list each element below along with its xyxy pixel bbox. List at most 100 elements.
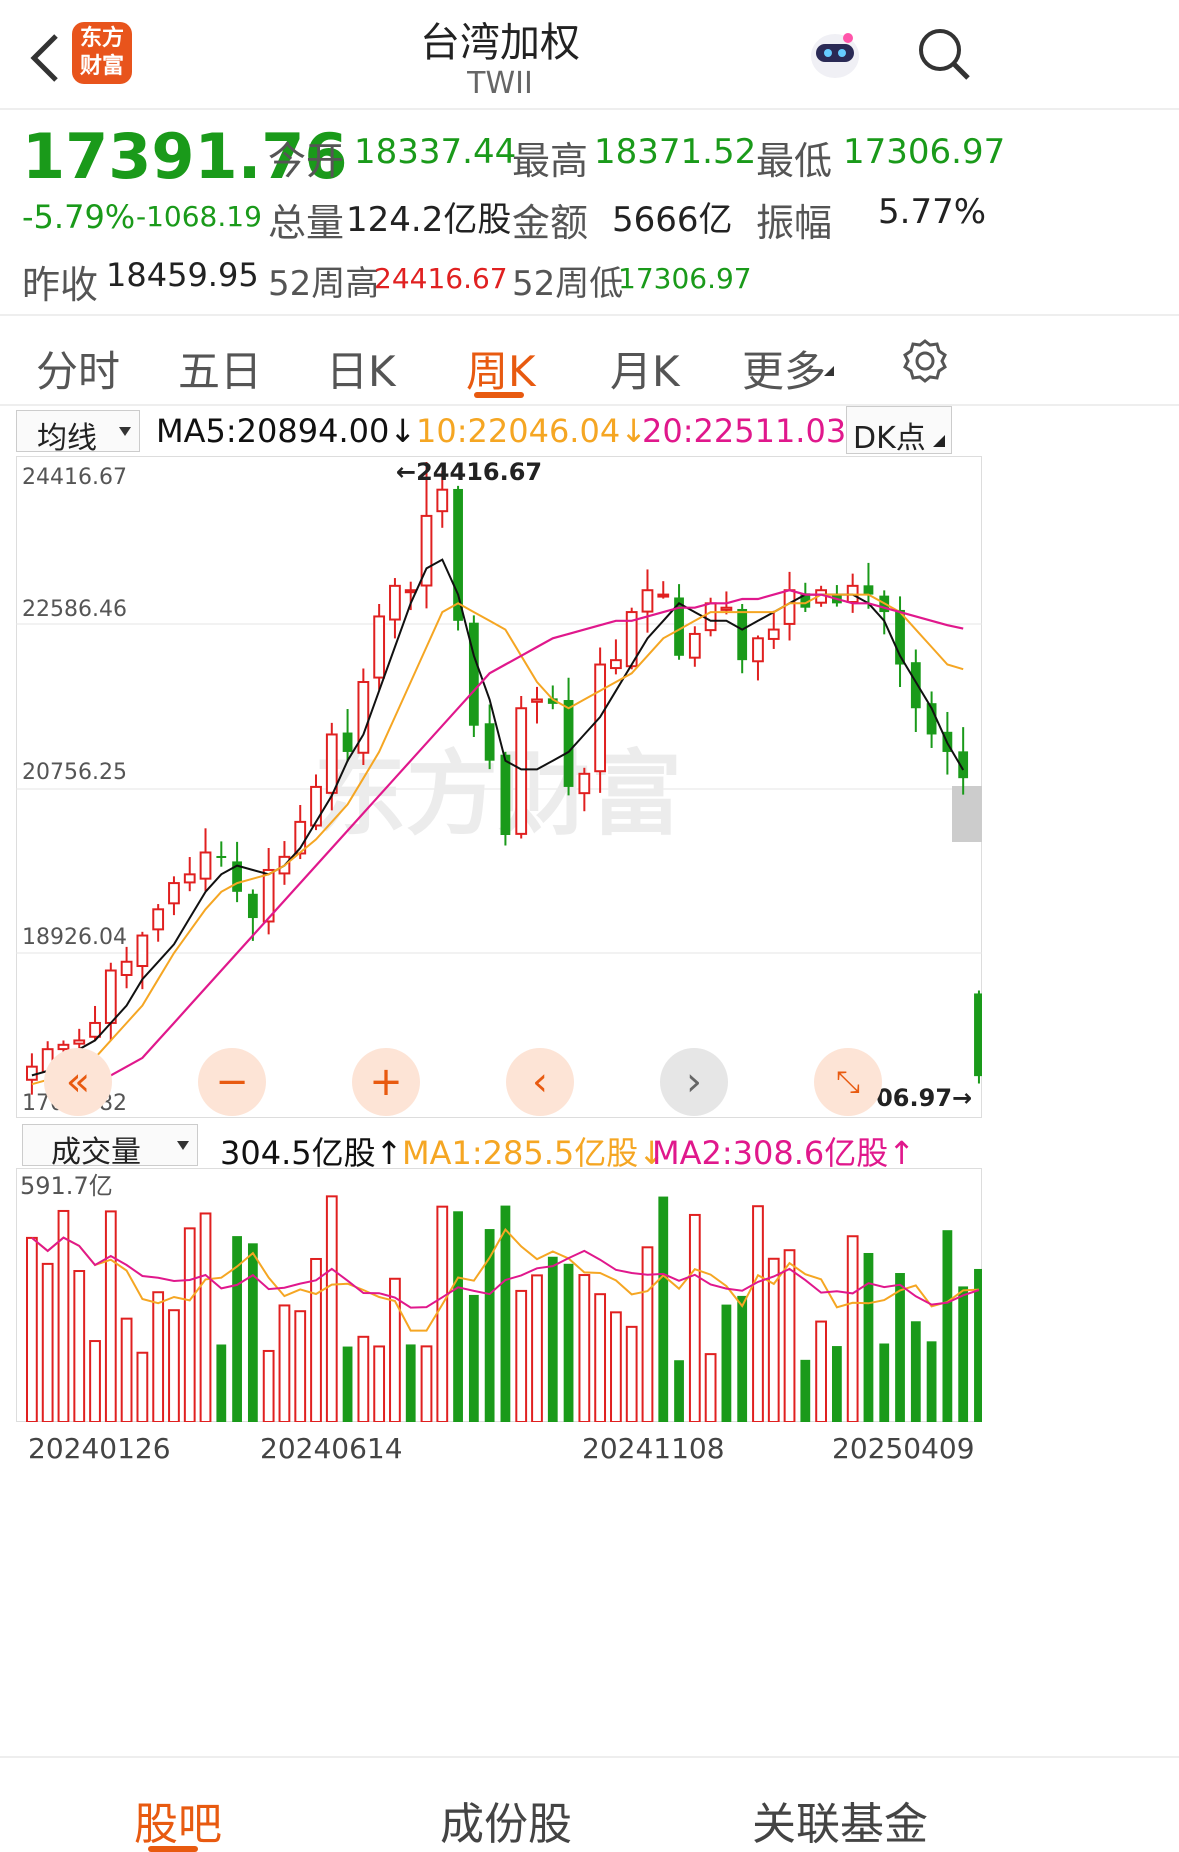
candle-body (25, 1065, 38, 1081)
candle-body (895, 609, 905, 665)
volume-bar (704, 1353, 717, 1422)
volume-bar (879, 1343, 890, 1422)
amount-label: 金额 (512, 201, 589, 245)
volume-current: 304.5亿股↑ (220, 1134, 403, 1172)
robot-assistant-icon[interactable] (806, 26, 864, 82)
bottom-tab-constituents[interactable]: 成份股 (440, 1799, 572, 1850)
tab-intraday[interactable]: 分时 (36, 347, 121, 396)
high-label: 最高 (512, 139, 589, 183)
volume-bar (674, 1360, 684, 1422)
wk52-high-value: 24416.67 (374, 262, 508, 295)
candle-body (183, 873, 196, 884)
candle-body (910, 662, 921, 709)
fullscreen-button[interactable]: ⤡ (814, 1048, 882, 1116)
tab-more[interactable]: 更多 (742, 347, 827, 396)
volume-bar (767, 1257, 780, 1422)
volume-bar (453, 1211, 463, 1422)
volume-bar (974, 1268, 982, 1422)
low-label: 最低 (756, 139, 833, 183)
candle-body (515, 707, 528, 835)
volume-bar (468, 1294, 479, 1422)
volume-bar (357, 1335, 370, 1422)
candle-body (610, 659, 622, 670)
volume-bar (89, 1340, 101, 1422)
volume-bar (405, 1344, 416, 1422)
candle-body (73, 1039, 86, 1045)
zoom-in-button[interactable]: + (352, 1048, 420, 1116)
x-tick-label: 20241108 (582, 1432, 725, 1465)
volume-bar (484, 1229, 495, 1422)
candle-body (926, 703, 937, 735)
volume-chart[interactable]: 591.7亿 (16, 1168, 982, 1422)
dk-button[interactable]: DK点 (846, 406, 952, 456)
bottom-tab-related-funds[interactable]: 关联基金 (752, 1799, 928, 1850)
ma-select[interactable]: 均线 (16, 410, 140, 456)
back-button[interactable] (24, 28, 64, 88)
tab-weekly-k[interactable]: 周K (466, 347, 536, 396)
settings-gear-icon[interactable] (902, 338, 948, 384)
volume-bar (752, 1205, 764, 1422)
candle-body (216, 855, 227, 858)
volume-bar (262, 1349, 275, 1422)
volume-ma2: MA2:308.6亿股↑ (652, 1134, 916, 1172)
logo-text-top: 东方 (79, 26, 124, 51)
logo-text-bottom: 财富 (79, 54, 124, 79)
bottom-tab-forum[interactable]: 股吧 (134, 1799, 222, 1850)
scroll-right-button[interactable]: › (660, 1048, 728, 1116)
candle-body (247, 893, 258, 919)
dropdown-arrow-icon (119, 427, 131, 436)
search-icon[interactable] (914, 24, 974, 84)
ma10-value: 10:22046.04↓ (416, 412, 647, 450)
more-caret-icon (824, 366, 834, 376)
volume-ma1-line (31, 1227, 980, 1332)
candle-body (500, 754, 511, 835)
candle-body (863, 585, 874, 595)
volume-bar (152, 1291, 165, 1422)
scroll-left-button[interactable]: ‹ (506, 1048, 574, 1116)
dropdown-arrow-icon (177, 1141, 189, 1150)
volume-bar (500, 1205, 511, 1422)
volume-bar (232, 1236, 242, 1422)
watermark: 东方财富 (314, 744, 682, 846)
candle-body (152, 908, 165, 931)
low-value: 17306.97 (843, 132, 1006, 172)
tab-five-day[interactable]: 五日 (178, 347, 263, 396)
kline-chart[interactable]: 东方财富 24416.67 22586.46 20756.25 18926.04… (16, 456, 982, 1118)
volume-bar (800, 1359, 811, 1422)
candle-body (373, 615, 386, 679)
volume-bar (721, 1304, 732, 1422)
bottom-tab-underline (148, 1846, 198, 1852)
volume-bar (120, 1317, 133, 1422)
tab-daily-k[interactable]: 日K (326, 347, 396, 396)
volume-bar (610, 1311, 622, 1422)
candle-body (484, 723, 495, 761)
candle-body (89, 1021, 101, 1038)
candle-body (688, 632, 701, 659)
candle-body (120, 960, 133, 976)
candle-body (563, 700, 574, 787)
volume-bar (783, 1249, 796, 1422)
candle-body (57, 1043, 70, 1051)
volume-bar (216, 1344, 227, 1422)
candle-body (404, 589, 417, 594)
amplitude-label: 振幅 (756, 201, 833, 245)
zoom-out-button[interactable]: − (198, 1048, 266, 1116)
candle-body (468, 622, 479, 726)
candle-body (136, 934, 149, 968)
volume-bar (373, 1345, 386, 1422)
volume-bar (625, 1325, 638, 1422)
tab-monthly-k[interactable]: 月K (610, 347, 680, 396)
open-label: 今开 (268, 139, 345, 183)
x-tick-label: 20240126 (28, 1432, 171, 1465)
wk52-high-label: 52周高 (268, 264, 380, 304)
volume-bar (942, 1230, 953, 1422)
volume-bar (958, 1286, 969, 1422)
volume-value: 124.2亿股 (346, 200, 512, 240)
volume-select[interactable]: 成交量 (22, 1124, 198, 1170)
chevron-left-icon: ‹ (532, 1059, 548, 1105)
volume-bar (515, 1289, 528, 1422)
rewind-button[interactable]: « (44, 1048, 112, 1116)
volume-bar (325, 1195, 338, 1422)
last-price: 17391.76 (22, 120, 348, 193)
prev-close-label: 昨收 (22, 263, 99, 307)
